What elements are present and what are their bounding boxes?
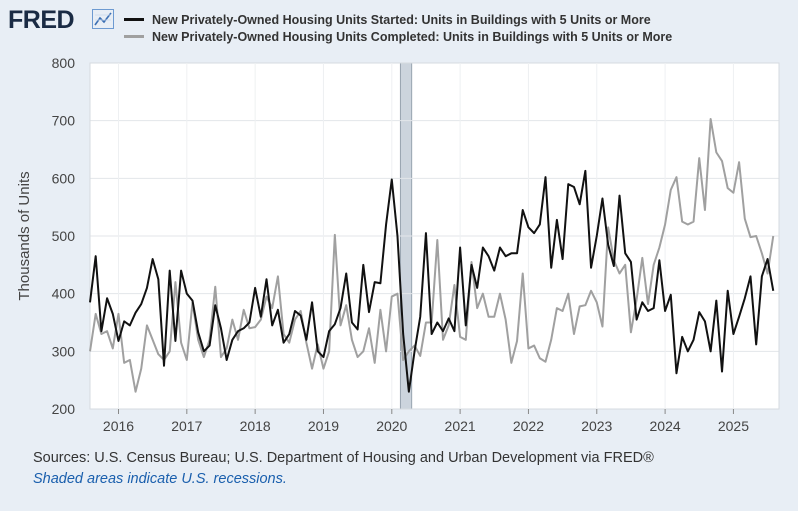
legend-swatch-completed <box>124 35 144 38</box>
x-tick-label: 2021 <box>445 418 476 434</box>
legend-swatch-started <box>124 18 144 21</box>
y-tick-label: 300 <box>52 343 76 359</box>
y-tick-label: 200 <box>52 401 76 417</box>
legend-item-completed[interactable]: New Privately-Owned Housing Units Comple… <box>124 28 672 45</box>
x-tick-label: 2017 <box>171 418 202 434</box>
y-axis-label: Thousands of Units <box>16 171 33 300</box>
line-chart: 200 300 400 500 600 700 800 2016 2017 2018 2019 20… <box>16 55 780 434</box>
fred-logo[interactable]: FRED <box>8 6 75 34</box>
chart-footer: Sources: U.S. Census Bureau; U.S. Depart… <box>33 450 654 487</box>
chart-line-icon <box>92 9 114 29</box>
chart-header: FRED New Privately-Owned Housing Units S… <box>0 0 798 50</box>
x-tick-label: 2024 <box>650 418 681 434</box>
legend-item-started[interactable]: New Privately-Owned Housing Units Starte… <box>124 11 672 28</box>
x-tick-label: 2018 <box>240 418 271 434</box>
y-tick-label: 600 <box>52 170 76 186</box>
y-tick-label: 800 <box>52 55 76 71</box>
x-tick-label: 2025 <box>718 418 749 434</box>
y-tick-label: 700 <box>52 113 76 129</box>
x-tick-label: 2022 <box>513 418 544 434</box>
x-tick-label: 2023 <box>581 418 612 434</box>
x-tick-label: 2016 <box>103 418 134 434</box>
legend-label-completed: New Privately-Owned Housing Units Comple… <box>152 29 673 44</box>
x-tick-label: 2020 <box>376 418 407 434</box>
y-tick-label: 400 <box>52 286 76 302</box>
x-tick-label: 2019 <box>308 418 339 434</box>
legend-label-started: New Privately-Owned Housing Units Starte… <box>152 12 651 27</box>
recession-note: Shaded areas indicate U.S. recessions. <box>33 471 287 487</box>
y-tick-label: 500 <box>52 228 76 244</box>
sources-text: Sources: U.S. Census Bureau; U.S. Depart… <box>33 450 654 466</box>
legend: New Privately-Owned Housing Units Starte… <box>124 11 672 45</box>
plot-border <box>89 62 780 410</box>
series-line-started <box>89 169 775 393</box>
